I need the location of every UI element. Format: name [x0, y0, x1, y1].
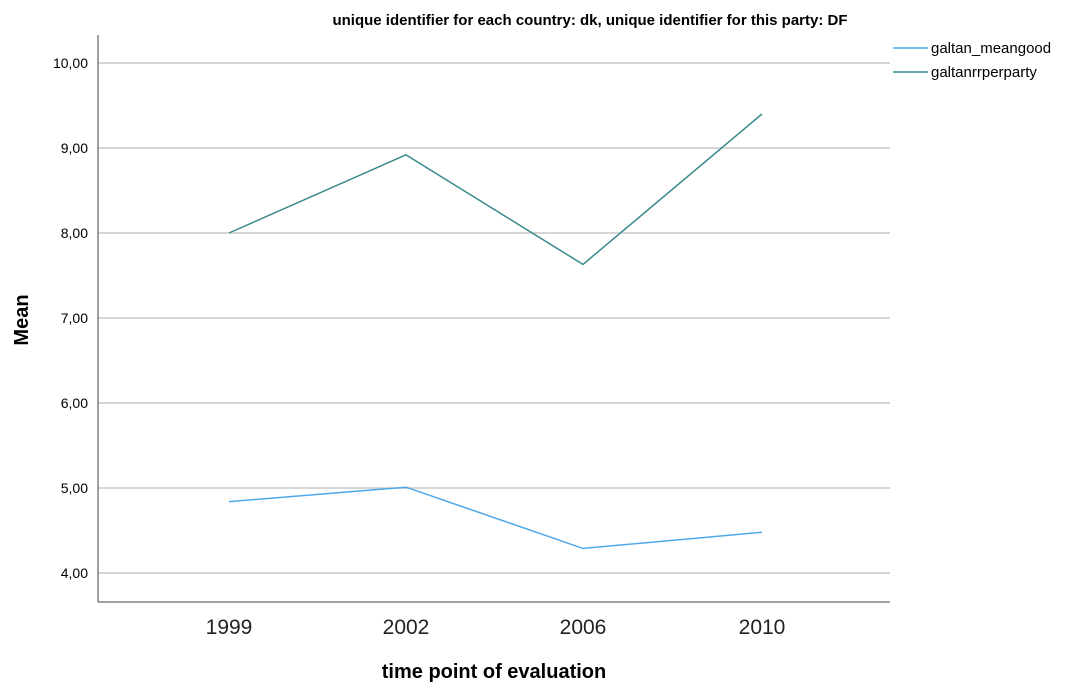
x-tick-label: 1999: [206, 616, 253, 639]
x-tick-label: 2006: [560, 616, 607, 639]
y-tick-labels: 4,00 5,00 6,00 7,00 8,00 9,00 10,00: [53, 55, 88, 581]
chart-title: unique identifier for each country: dk, …: [332, 12, 847, 29]
series-line-galtanrrperparty: [228, 113, 763, 266]
legend: galtan_meangood galtanrrperparty: [893, 40, 1051, 81]
y-tick-label: 4,00: [61, 565, 88, 581]
series-line-galtan_meangood: [228, 486, 763, 550]
y-tick-label: 6,00: [61, 395, 88, 411]
grid-lines: [98, 62, 890, 574]
y-tick-label: 7,00: [61, 310, 88, 326]
y-axis-label: Mean: [11, 294, 33, 345]
x-tick-label: 2002: [383, 616, 430, 639]
x-tick-labels: 1999 2002 2006 2010: [206, 616, 786, 639]
y-tick-label: 8,00: [61, 225, 88, 241]
x-axis-label: time point of evaluation: [382, 661, 606, 683]
axes: [97, 35, 890, 603]
y-tick-label: 10,00: [53, 55, 88, 71]
y-tick-label: 9,00: [61, 140, 88, 156]
legend-label: galtanrrperparty: [931, 64, 1037, 81]
y-tick-label: 5,00: [61, 480, 88, 496]
legend-label: galtan_meangood: [931, 40, 1051, 57]
x-tick-label: 2010: [739, 616, 786, 639]
series-lines: [228, 113, 763, 550]
